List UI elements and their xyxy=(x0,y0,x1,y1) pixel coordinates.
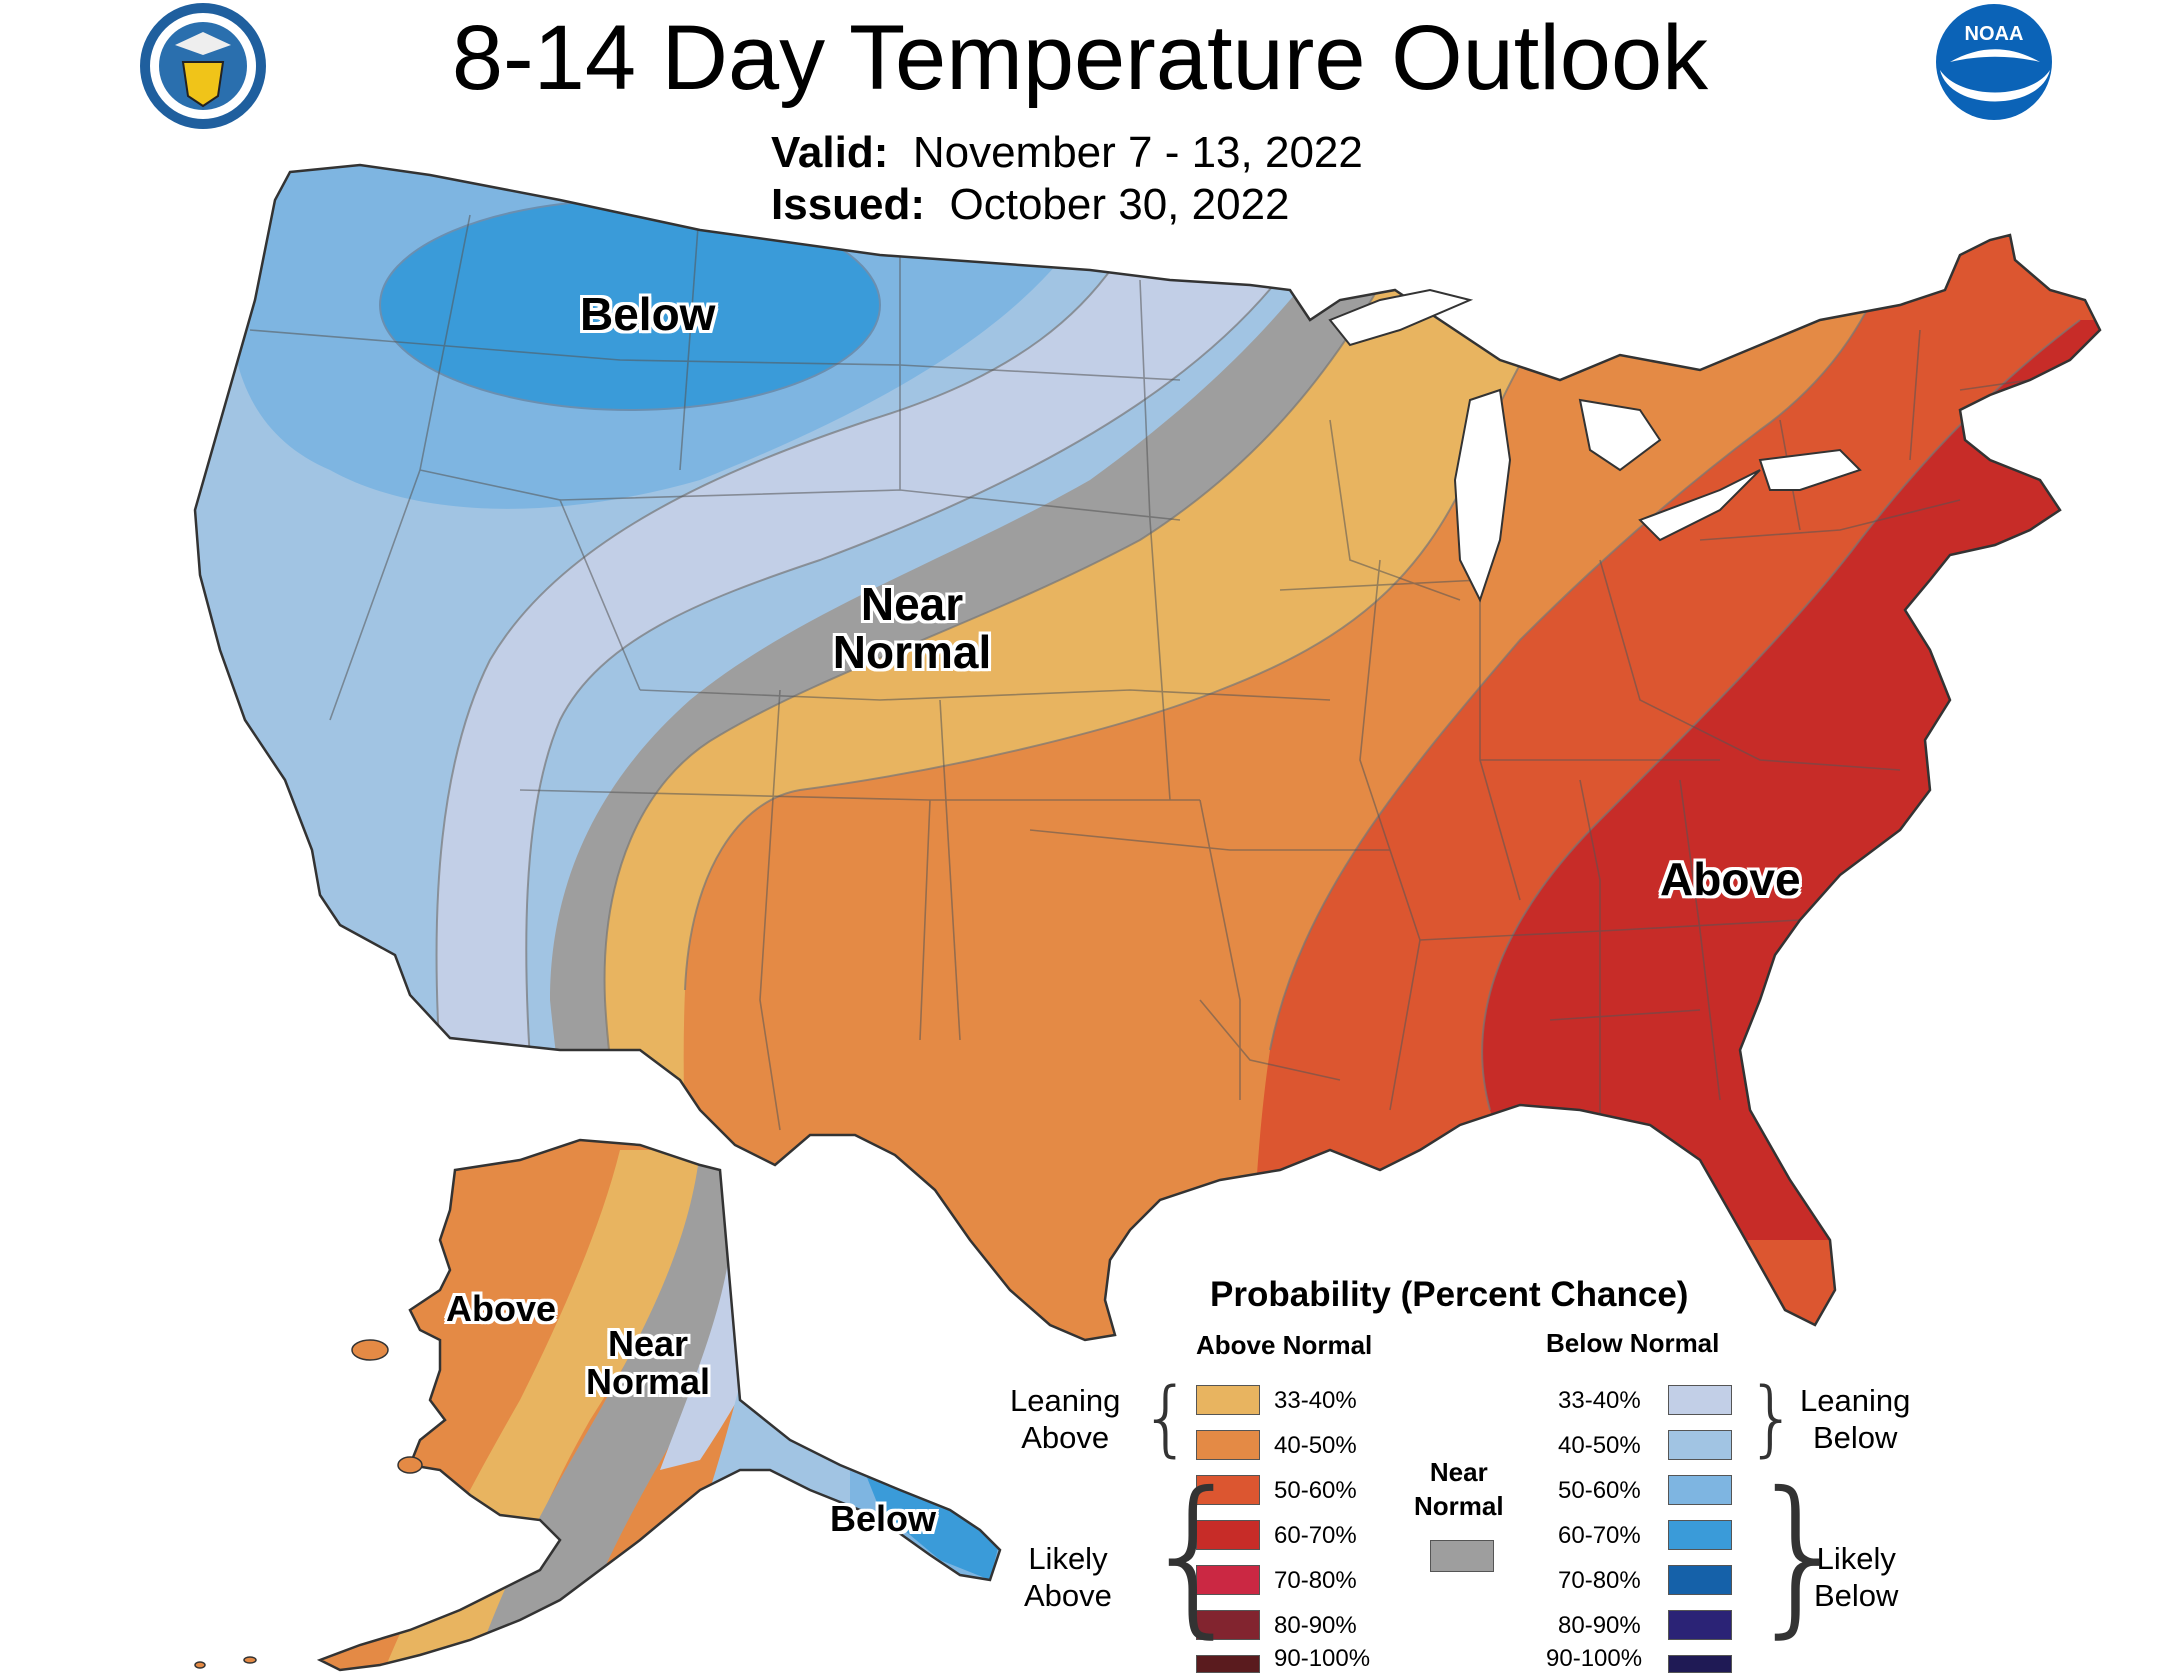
pct-above-1: 33-40% xyxy=(1274,1387,1357,1414)
pct-above-7: 90-100% xyxy=(1274,1645,1371,1672)
conus-near-label-1: Near xyxy=(860,578,964,630)
legend-above-header: Above Normal xyxy=(1196,1330,1373,1360)
commerce-seal-icon xyxy=(140,3,266,129)
pct-below-5: 70-80% xyxy=(1558,1567,1641,1594)
legend-title: Probability (Percent Chance) xyxy=(1210,1275,1689,1314)
legend-leaning-below: Leaning Below xyxy=(1800,1382,1910,1456)
swatch-below-60-70 xyxy=(1668,1520,1732,1550)
page-title: 8-14 Day Temperature Outlook xyxy=(451,7,1709,109)
conus-below-label: Below xyxy=(580,288,716,340)
swatch-above-60-70 xyxy=(1196,1520,1260,1550)
legend-likely-above: Likely Above xyxy=(1024,1540,1112,1614)
swatch-below-40-50 xyxy=(1668,1430,1732,1460)
pct-below-2: 40-50% xyxy=(1558,1432,1641,1459)
conus-above-label: Above xyxy=(1660,853,1801,905)
swatch-below-90-100 xyxy=(1668,1655,1732,1673)
legend-near-label-2: Normal xyxy=(1414,1490,1504,1521)
issued-date: Issued: October 30, 2022 xyxy=(771,180,1290,230)
brace-likely-above: { xyxy=(1140,1456,1249,1654)
pct-below-7: 90-100% xyxy=(1546,1645,1643,1672)
swatch-above-80-90 xyxy=(1196,1610,1260,1640)
swatch-below-50-60 xyxy=(1668,1475,1732,1505)
swatch-above-90-100 xyxy=(1196,1655,1260,1673)
swatch-near-normal xyxy=(1430,1540,1494,1572)
ak-below-label: Below xyxy=(830,1498,937,1539)
ak-near-normal-label: Near Normal xyxy=(578,1325,718,1401)
pct-below-6: 80-90% xyxy=(1558,1612,1641,1639)
swatch-above-50-60 xyxy=(1196,1475,1260,1505)
ak-near-label-1: Near xyxy=(607,1323,689,1364)
conus-near-label-2: Normal xyxy=(832,626,992,679)
brace-leaning-below: } xyxy=(1746,1371,1799,1466)
ak-above-label: Above xyxy=(446,1288,557,1329)
state-boundaries xyxy=(249,199,2031,1131)
legend-below-header: Below Normal xyxy=(1546,1328,1720,1358)
pct-below-4: 60-70% xyxy=(1558,1522,1641,1549)
brace-likely-below: } xyxy=(1746,1456,1855,1654)
leaning-above-2: Above xyxy=(1021,1420,1110,1456)
swatch-below-33-40 xyxy=(1668,1385,1732,1415)
legend-leaning-above: Leaning Above xyxy=(1010,1382,1120,1456)
legend-near-label-1: Near xyxy=(1429,1457,1488,1487)
pct-above-3: 50-60% xyxy=(1274,1477,1357,1504)
region-below-33-40 xyxy=(436,200,1330,1060)
pct-above-2: 40-50% xyxy=(1274,1432,1357,1459)
pct-above-4: 60-70% xyxy=(1274,1522,1357,1549)
conus-near-normal-label: Near Normal xyxy=(832,580,992,677)
likely-below-1: Likely xyxy=(1816,1541,1896,1576)
valid-value: November 7 - 13, 2022 xyxy=(912,128,1363,177)
svg-text:NOAA: NOAA xyxy=(1965,23,2024,45)
swatch-above-40-50 xyxy=(1196,1430,1260,1460)
swatch-above-70-80 xyxy=(1196,1565,1260,1595)
likely-above-2: Above xyxy=(1024,1578,1112,1614)
issued-value: October 30, 2022 xyxy=(949,180,1290,229)
pct-above-5: 70-80% xyxy=(1274,1567,1357,1594)
swatch-above-33-40 xyxy=(1196,1385,1260,1415)
pct-below-3: 50-60% xyxy=(1558,1477,1641,1504)
pct-below-1: 33-40% xyxy=(1558,1387,1641,1414)
swatch-below-70-80 xyxy=(1668,1565,1732,1595)
issued-label: Issued: xyxy=(771,180,926,229)
pct-above-6: 80-90% xyxy=(1274,1612,1357,1639)
leaning-below-2: Below xyxy=(1812,1420,1898,1456)
valid-dates: Valid: November 7 - 13, 2022 xyxy=(771,128,1363,178)
great-lakes xyxy=(1328,288,1862,603)
brace-leaning-above: { xyxy=(1140,1371,1193,1466)
legend-likely-below: Likely Below xyxy=(1814,1540,1898,1614)
likely-above-1: Likely xyxy=(1028,1541,1108,1576)
ak-near-label-2: Normal xyxy=(585,1360,711,1402)
leaning-above-1: Leaning xyxy=(1010,1383,1121,1418)
leaning-below-1: Leaning xyxy=(1800,1383,1911,1418)
noaa-logo-icon: NOAA xyxy=(1936,4,2052,120)
valid-label: Valid: xyxy=(771,128,889,177)
likely-below-2: Below xyxy=(1814,1578,1899,1614)
swatch-below-80-90 xyxy=(1668,1610,1732,1640)
legend-near-normal-label: Near Normal xyxy=(1414,1456,1504,1524)
